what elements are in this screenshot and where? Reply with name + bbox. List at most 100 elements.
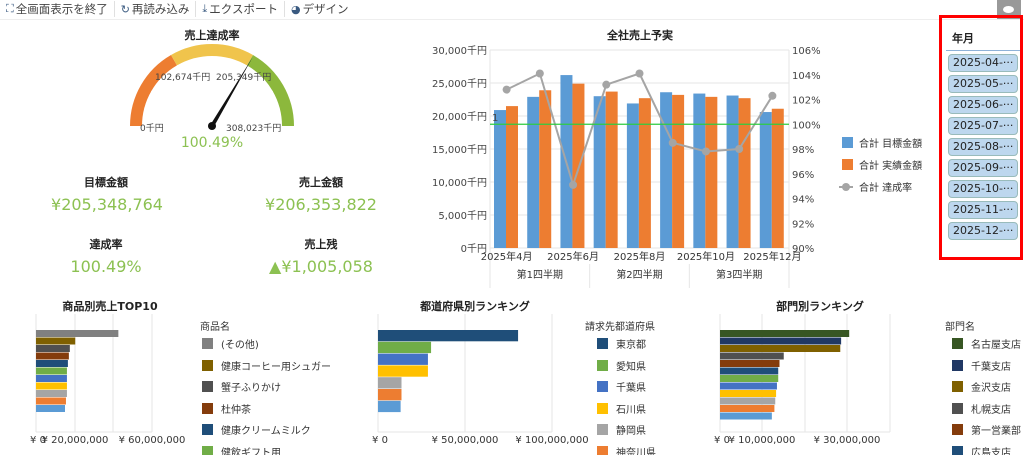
legend-item[interactable]: 健康クリームミルク: [202, 422, 311, 437]
legend-item[interactable]: 千葉県: [597, 379, 646, 394]
x-tick-label: ¥ 0: [30, 435, 46, 446]
legend-item[interactable]: 健康コーヒー用シュガー: [202, 358, 331, 373]
legend-swatch: [202, 338, 213, 349]
legend-item[interactable]: 東京都: [597, 336, 646, 351]
refresh-icon: ↻: [120, 2, 130, 16]
bar-target: [693, 93, 706, 248]
gauge-tick: [228, 58, 231, 63]
legend-label: 健康コーヒー用シュガー: [221, 361, 331, 373]
bar: [36, 337, 76, 345]
exit-fullscreen-icon: ⛶: [6, 2, 14, 15]
legend-label: 健康クリームミルク: [221, 426, 311, 437]
bar: [720, 360, 780, 367]
legend-swatch: [597, 338, 608, 349]
legend-label: 東京都: [616, 340, 646, 351]
bar: [36, 390, 67, 397]
legend-item[interactable]: 千葉支店: [952, 358, 1011, 373]
y-tick-label: 20,000千円: [432, 111, 487, 123]
bar: [720, 352, 784, 360]
bar: [378, 365, 428, 377]
rate-point: [635, 69, 644, 78]
legend-swatch: [202, 402, 213, 414]
ranking-chart-title: 商品別売上TOP10: [62, 300, 158, 313]
x-tick-label: ¥ 100,000,000: [515, 435, 588, 446]
legend-swatch: [952, 445, 963, 455]
gauge-title: 売上達成率: [184, 29, 240, 42]
rate-label: 達成率: [89, 238, 123, 251]
design-button[interactable]: ◕ デザイン: [285, 1, 355, 17]
slicer-item[interactable]: 2025-04-···: [948, 54, 1018, 72]
legend-label: 神奈川県: [616, 447, 656, 456]
bar: [36, 397, 66, 405]
legend-item[interactable]: 愛知県: [597, 358, 646, 373]
bar-target: [759, 112, 772, 248]
slicer-item[interactable]: 2025-12-···: [948, 222, 1018, 240]
bar: [378, 353, 428, 365]
slicer-item[interactable]: 2025-06-···: [948, 96, 1018, 114]
legend-label: 静岡県: [616, 426, 646, 437]
bar: [720, 330, 850, 337]
slicer-item[interactable]: 2025-05-···: [948, 75, 1018, 93]
bar-target: [527, 96, 540, 248]
legend-item[interactable]: 健飲ギフト用: [202, 444, 281, 455]
design-icon: ◕: [290, 2, 301, 16]
slicer-item[interactable]: 2025-07-···: [948, 117, 1018, 135]
bar: [36, 382, 67, 390]
bar: [36, 367, 67, 375]
gauge-band-high: [246, 54, 294, 127]
legend-title: 請求先都道府県: [585, 322, 655, 333]
gauge-tick: [144, 107, 149, 110]
group-label: 第2四半期: [616, 268, 662, 281]
legend-item[interactable]: 蟹子ふりかけ: [202, 379, 281, 394]
export-label: エクスポート: [209, 2, 278, 16]
bar: [36, 405, 65, 412]
exit-fullscreen-button[interactable]: ⛶ 全画面表示を終了: [0, 1, 115, 17]
x-tick-label: ¥ 50,000,000: [432, 435, 499, 446]
legend-item[interactable]: 石川県: [597, 401, 646, 416]
toolbar: ⛶ 全画面表示を終了 ↻ 再読み込み ⤓ エクスポート ◕ デザイン: [0, 0, 355, 18]
gauge-tick: [258, 76, 262, 80]
legend-label: 千葉支店: [971, 361, 1011, 373]
legend-label: 蟹子ふりかけ: [221, 383, 281, 394]
legend-label: 合計 目標金額: [859, 137, 922, 150]
y-tick-label: 30,000千円: [432, 45, 487, 57]
bar: [720, 412, 772, 420]
legend-item[interactable]: 静岡県: [597, 422, 646, 437]
comment-icon[interactable]: [997, 0, 1021, 19]
bar-target: [660, 92, 673, 248]
slicer-item[interactable]: 2025-10-···: [948, 180, 1018, 198]
bar-target: [726, 95, 739, 248]
main-chart-title: 全社売上予実: [607, 29, 673, 42]
legend-item[interactable]: 神奈川県: [597, 444, 656, 456]
y-tick-label: 25,000千円: [432, 78, 487, 90]
legend-swatch: [597, 359, 608, 371]
legend-item[interactable]: 札幌支店: [952, 401, 1011, 416]
ranking-chart-title: 都道府県別ランキング: [420, 300, 530, 313]
legend-swatch: [202, 359, 213, 371]
slicer-items: 2025-04-··· 2025-05-··· 2025-06-··· 2025-07…: [942, 54, 1020, 240]
legend: 名古屋支店千葉支店金沢支店札幌支店第一営業部広島支店: [940, 334, 1024, 455]
reference-label: 1: [492, 113, 498, 124]
legend-label: (その他): [221, 340, 259, 351]
legend-item[interactable]: 杜仲茶: [202, 401, 251, 416]
bar: [36, 345, 70, 352]
bar: [720, 382, 777, 390]
gauge-tick: [244, 65, 248, 70]
slicer-item[interactable]: 2025-11-···: [948, 201, 1018, 219]
legend-item[interactable]: 名古屋支店: [952, 336, 1021, 351]
group-label: 第1四半期: [517, 268, 563, 281]
slicer-item[interactable]: 2025-09-···: [948, 159, 1018, 177]
reload-button[interactable]: ↻ 再読み込み: [115, 1, 197, 17]
export-button[interactable]: ⤓ エクスポート: [196, 1, 285, 17]
legend-swatch: [952, 424, 963, 435]
legend-item[interactable]: 第一営業部: [952, 422, 1021, 437]
rate-point: [569, 180, 578, 189]
legend-swatch: [202, 424, 213, 435]
x-tick-label: ¥ 10,000,000: [729, 435, 796, 446]
legend-item[interactable]: (その他): [202, 336, 259, 351]
legend-label: 愛知県: [616, 361, 646, 373]
legend-item[interactable]: 金沢支店: [952, 379, 1011, 394]
slicer-item[interactable]: 2025-08-···: [948, 138, 1018, 156]
legend-item[interactable]: 広島支店: [952, 444, 1011, 455]
legend-swatch: [952, 402, 963, 414]
